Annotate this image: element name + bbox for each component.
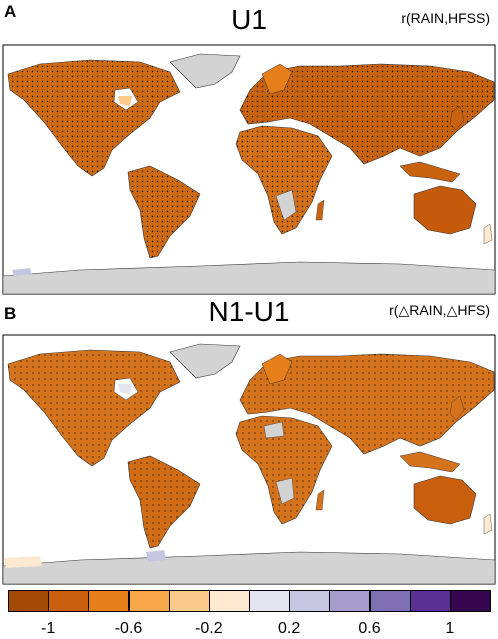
greenland [169, 53, 241, 89]
colorbar-box [369, 590, 411, 612]
colorbar-tick-label: 0.6 [358, 620, 381, 637]
panel-letter-a: A [4, 2, 17, 21]
australia [413, 185, 477, 235]
colorbar-box [329, 590, 371, 612]
panel-b: B N1-U1 r(△RAIN,△HFS) [0, 296, 498, 590]
colorbar-box [168, 590, 210, 612]
colorbar-box [208, 590, 250, 612]
world-map-b [2, 334, 496, 585]
antarctica [3, 261, 495, 294]
colorbar-tick-label: -0.2 [195, 620, 223, 637]
colorbar-box [88, 590, 130, 612]
panel-a: A U1 r(RAIN,HFSS) [0, 0, 498, 298]
colorbar [8, 590, 491, 612]
colorbar-tick-label: -1 [41, 620, 56, 637]
colorbar-box [8, 590, 50, 612]
colorbar-box [289, 590, 331, 612]
colorbar-tick-label: 1 [445, 620, 455, 637]
panel-title-b: N1-U1 [208, 296, 290, 327]
colorbar-box [128, 590, 170, 612]
colorbar-tick-label: 0.2 [278, 620, 301, 637]
panel-title-a: U1 [231, 4, 267, 35]
colorbar-box [449, 590, 491, 612]
colorbar-box [409, 590, 451, 612]
colorbar-box [249, 590, 291, 612]
colorbar-box [48, 590, 90, 612]
world-map-a [2, 44, 496, 295]
colorbar-tick-label: -0.6 [114, 620, 143, 637]
panel-letter-b: B [4, 304, 17, 323]
panel-variable-a: r(RAIN,HFSS) [401, 10, 490, 26]
panel-variable-b: r(△RAIN,△HFS) [389, 302, 490, 318]
